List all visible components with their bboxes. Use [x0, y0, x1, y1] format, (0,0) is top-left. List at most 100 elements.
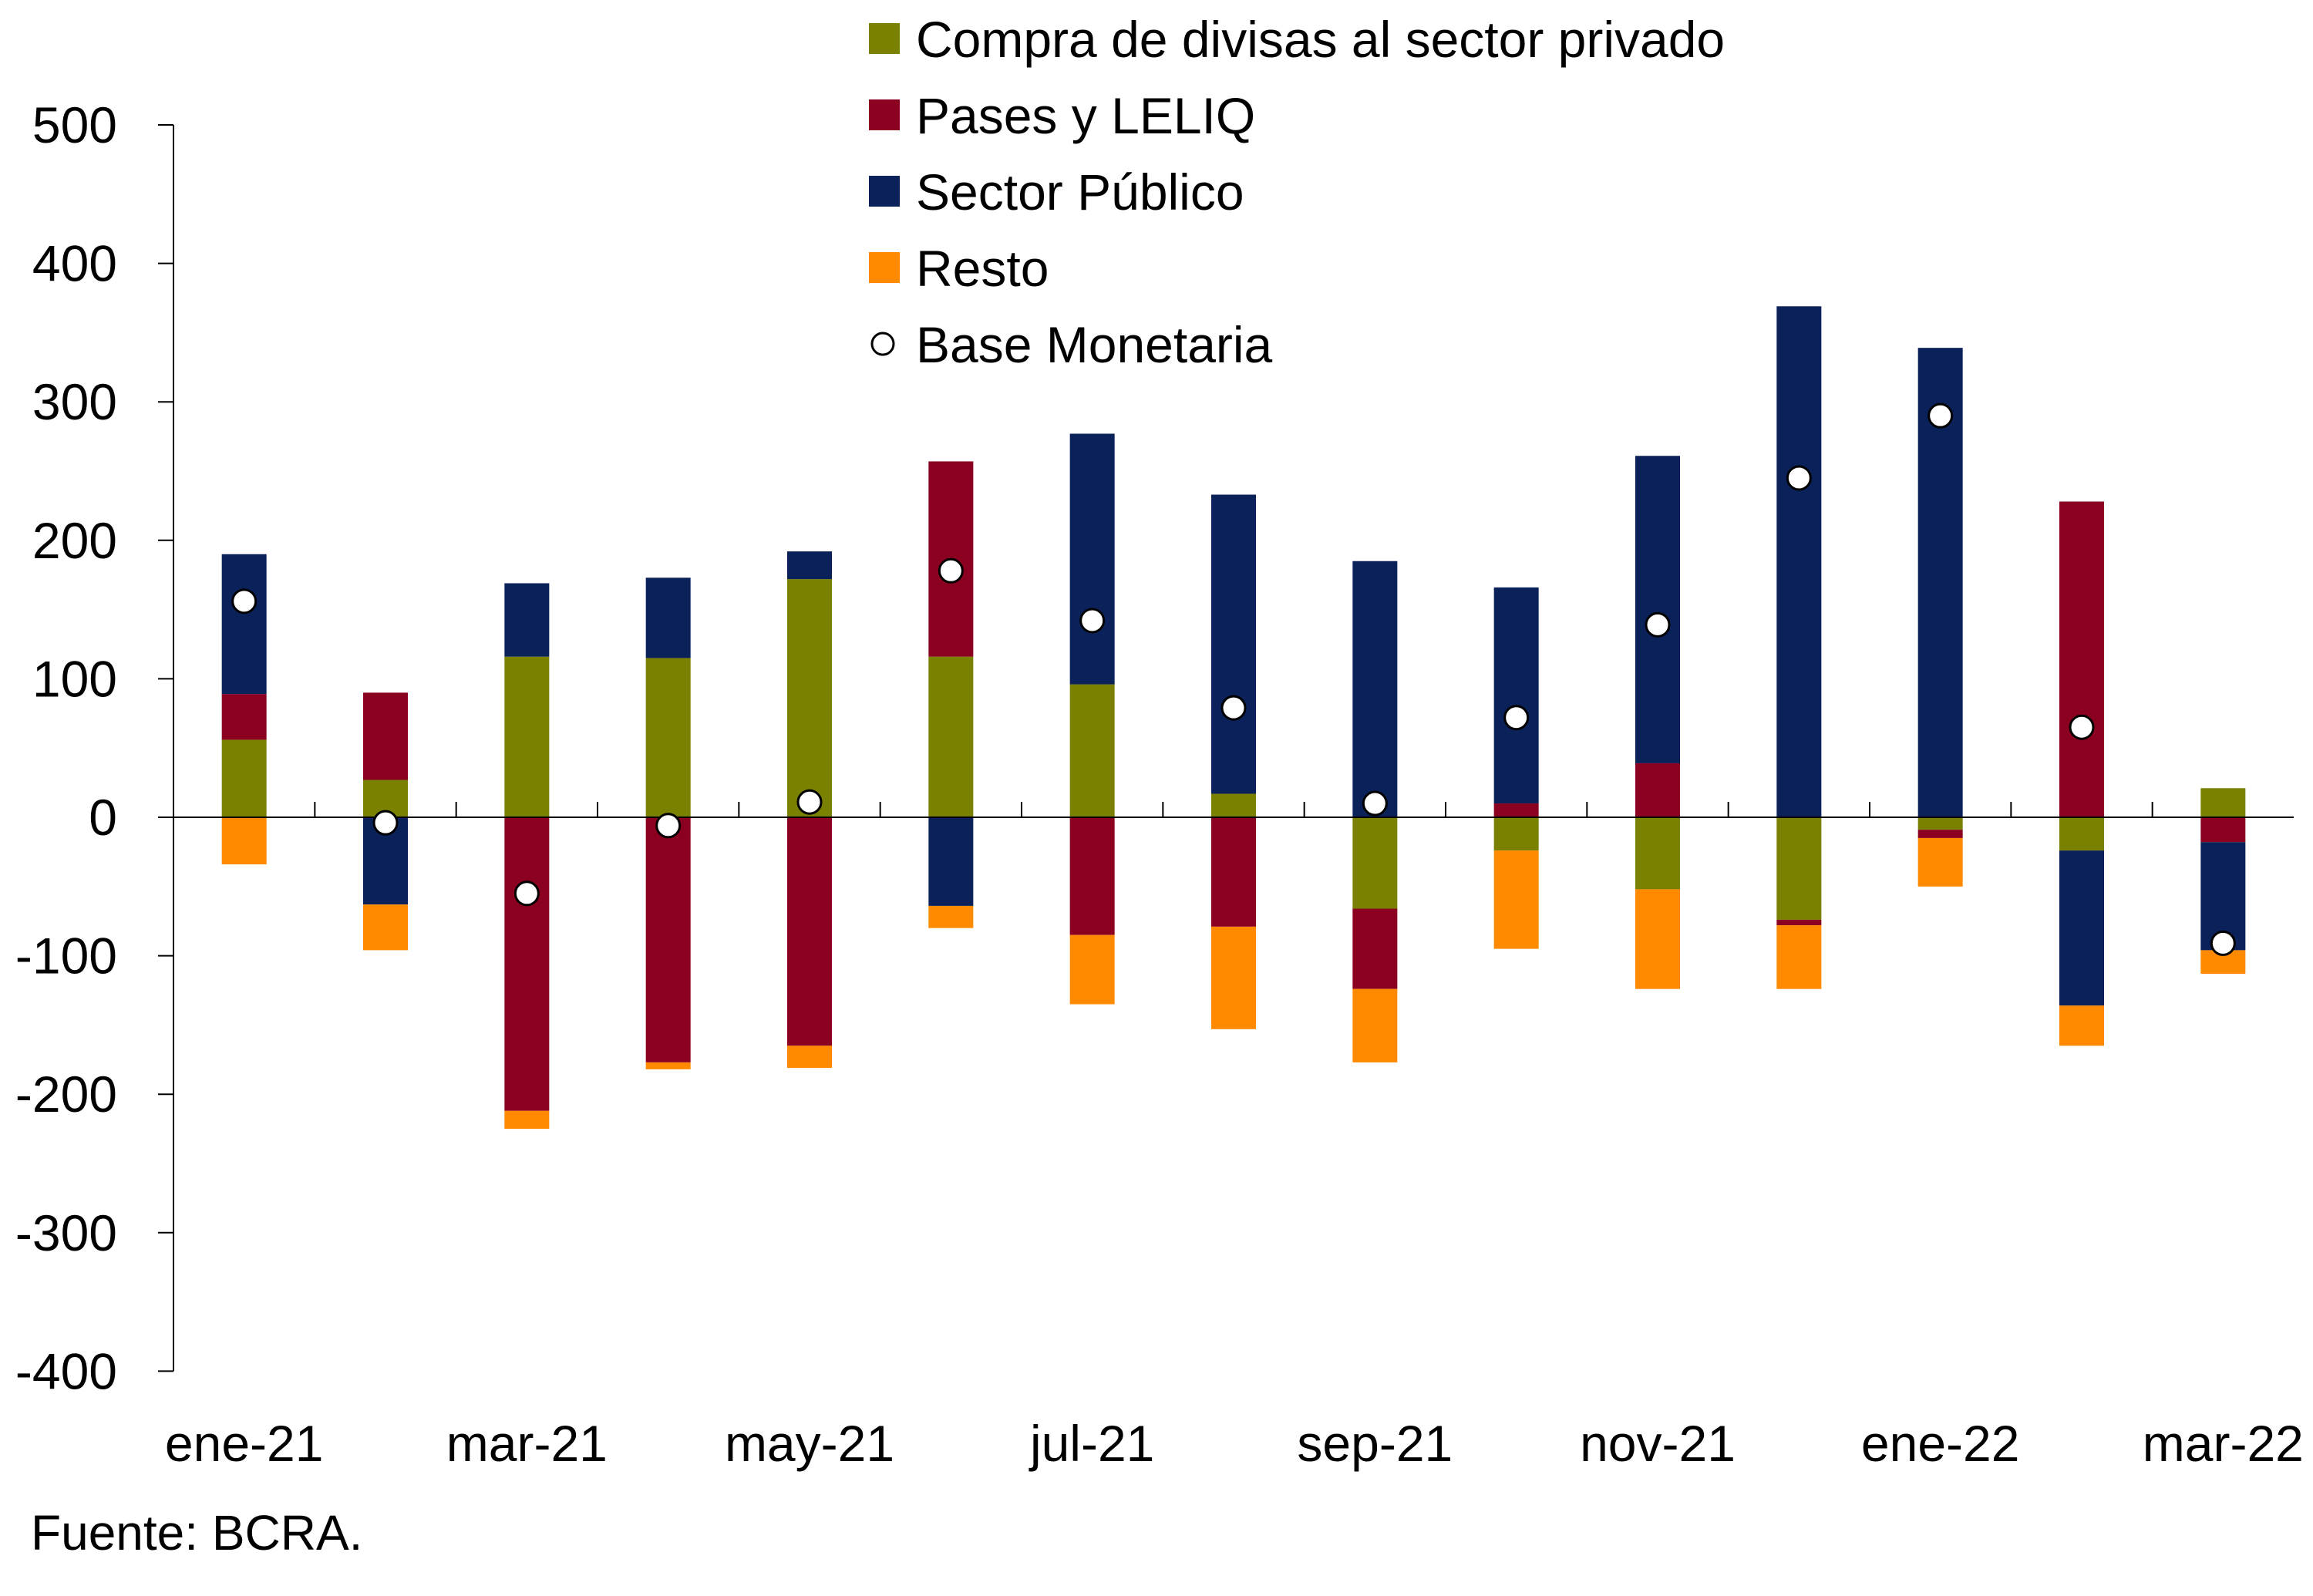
- bar-segment-0: [1352, 817, 1398, 909]
- x-tick-label: may-21: [725, 1415, 894, 1472]
- bar-segment-1: [2059, 501, 2104, 817]
- legend-swatch: [869, 23, 900, 54]
- bar-segment-2: [1493, 587, 1539, 804]
- y-tick-label: -400: [15, 1342, 117, 1399]
- legend-label: Sector Público: [916, 163, 1244, 221]
- x-tick-label: ene-21: [165, 1415, 324, 1472]
- bar-segment-0: [1493, 817, 1539, 851]
- bar-segment-2: [928, 817, 974, 906]
- bar-segment-1: [1069, 817, 1115, 935]
- bar-segment-3: [787, 1045, 832, 1069]
- bar-segment-0: [928, 656, 974, 817]
- y-tick-label: 300: [32, 373, 117, 430]
- base-monetaria-marker: [372, 810, 399, 836]
- bar-segment-2: [787, 551, 832, 580]
- bar-segment-1: [1776, 919, 1822, 926]
- base-monetaria-marker: [231, 588, 258, 614]
- bar-segment-0: [1776, 817, 1822, 920]
- base-monetaria-marker: [1220, 695, 1247, 721]
- bar-segment-0: [504, 656, 550, 817]
- bar-segment-2: [1352, 561, 1398, 817]
- bar-segment-3: [1493, 850, 1539, 949]
- bar-segment-0: [1635, 817, 1680, 890]
- base-monetaria-marker: [1079, 608, 1106, 634]
- source-note: Fuente: BCRA.: [31, 1505, 362, 1561]
- legend-label: Pases y LELIQ: [916, 87, 1255, 144]
- bar-segment-3: [1917, 837, 1963, 887]
- bar-segment-3: [645, 1062, 691, 1069]
- legend: Compra de divisas al sector privado Pases…: [869, 11, 1725, 373]
- x-tick-label: ene-22: [1861, 1415, 2020, 1472]
- x-tick-label: sep-21: [1297, 1415, 1453, 1472]
- bar-segment-3: [2059, 1005, 2104, 1046]
- base-monetaria-marker: [1645, 611, 1671, 638]
- x-tick-label: nov-21: [1580, 1415, 1736, 1472]
- y-tick-label: 500: [32, 96, 117, 153]
- legend-label: Resto: [916, 240, 1049, 297]
- bar-segment-3: [1211, 926, 1256, 1029]
- bar-segment-0: [2059, 817, 2104, 851]
- bar-segment-3: [928, 905, 974, 928]
- bar-segment-1: [363, 692, 408, 780]
- bar-segment-2: [504, 583, 550, 657]
- y-tick-label: -100: [15, 928, 117, 985]
- base-monetaria-marker: [1786, 465, 1812, 491]
- bar-segment-1: [1211, 817, 1256, 927]
- bar-segment-3: [1635, 889, 1680, 989]
- bar-segment-3: [363, 904, 408, 951]
- x-tick-label: mar-21: [446, 1415, 608, 1472]
- base-monetaria-marker: [796, 789, 823, 815]
- legend-label: Compra de divisas al sector privado: [916, 11, 1725, 68]
- bar-segment-3: [221, 817, 267, 865]
- bar-segment-1: [1493, 803, 1539, 817]
- bar-segment-1: [1635, 763, 1680, 817]
- bar-segment-1: [787, 817, 832, 1046]
- legend-swatch: [869, 252, 900, 283]
- bar-segment-1: [2200, 817, 2246, 843]
- bar-segment-2: [1069, 433, 1115, 685]
- base-monetaria-marker: [938, 557, 964, 584]
- legend-marker-icon: [870, 332, 895, 356]
- bar-segment-3: [504, 1110, 550, 1130]
- bar-segment-0: [645, 658, 691, 817]
- axes-layer: 500 400 300 200 100 0 -100 -200 -300 -400 ene-21 ma…: [15, 96, 2304, 1472]
- bar-segment-0: [787, 579, 832, 817]
- y-tick-label: 0: [89, 789, 117, 846]
- base-monetaria-marker: [1362, 790, 1388, 817]
- x-tick-label: jul-21: [1029, 1415, 1154, 1472]
- bar-segment-1: [504, 817, 550, 1111]
- bar-segment-3: [1069, 934, 1115, 1005]
- y-tick-label: 400: [32, 235, 117, 292]
- legend-swatch: [869, 99, 900, 130]
- bar-segment-1: [1917, 830, 1963, 838]
- bar-segment-0: [1069, 684, 1115, 817]
- bar-segment-0: [221, 739, 267, 817]
- legend-swatch: [869, 176, 900, 207]
- x-tick-label: mar-22: [2143, 1415, 2304, 1472]
- bar-segment-2: [1635, 456, 1680, 763]
- bar-segment-2: [645, 577, 691, 658]
- markers-layer: [231, 402, 2236, 956]
- bar-segment-0: [1917, 817, 1963, 830]
- base-monetaria-marker: [513, 880, 540, 907]
- y-tick-label: 200: [32, 512, 117, 569]
- y-tick-label: 100: [32, 650, 117, 707]
- bar-segment-2: [1776, 306, 1822, 817]
- bar-segment-2: [1211, 494, 1256, 794]
- bar-segment-1: [1352, 908, 1398, 989]
- base-monetaria-marker: [2069, 714, 2095, 740]
- bar-segment-3: [1776, 925, 1822, 989]
- bars-layer: [221, 306, 2246, 1130]
- base-monetaria-marker: [655, 813, 682, 839]
- legend-label: Base Monetaria: [916, 316, 1273, 373]
- bar-segment-3: [1352, 988, 1398, 1062]
- bar-segment-1: [221, 694, 267, 740]
- base-monetaria-marker: [1503, 705, 1530, 731]
- y-tick-label: -300: [15, 1204, 117, 1261]
- bar-segment-2: [221, 554, 267, 695]
- y-tick-label: -200: [15, 1066, 117, 1123]
- base-monetaria-marker: [2210, 930, 2236, 956]
- bar-segment-2: [2059, 850, 2104, 1006]
- base-monetaria-marker: [1928, 402, 1954, 429]
